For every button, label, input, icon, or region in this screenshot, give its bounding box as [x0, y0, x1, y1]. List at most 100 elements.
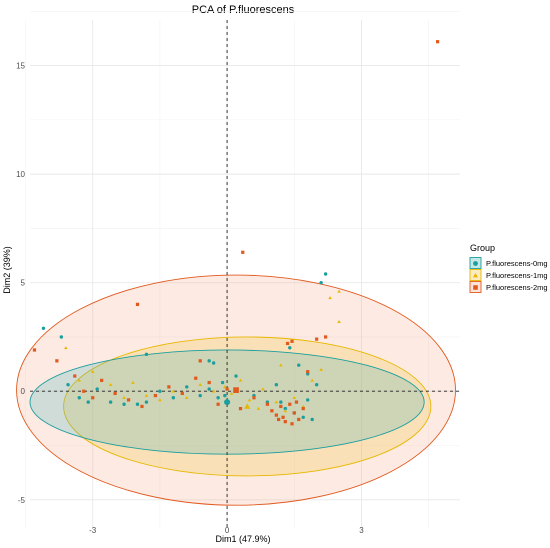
- point-2-39: [276, 417, 281, 422]
- y-tick-labels: -5 0 5 10 15: [16, 62, 25, 505]
- point-1-6: [144, 393, 149, 397]
- y-tick-4: 15: [16, 62, 25, 71]
- point-2-19: [252, 396, 256, 400]
- point-0-7: [122, 402, 126, 406]
- point-2-32: [290, 339, 294, 343]
- point-2-14: [194, 376, 198, 380]
- point-0-34: [323, 272, 328, 276]
- point-0-16: [220, 380, 225, 385]
- point-0-8: [135, 402, 140, 406]
- point-2-5: [82, 389, 86, 393]
- point-1-5: [131, 380, 135, 384]
- centroid-0: [224, 399, 231, 406]
- point-1-3: [108, 382, 113, 387]
- point-0-2: [66, 383, 70, 387]
- point-1-2: [90, 369, 95, 373]
- point-2-38: [294, 400, 299, 404]
- point-2-29: [281, 415, 285, 419]
- y-tick-2: 5: [21, 279, 26, 288]
- y-tick-1: 0: [21, 387, 26, 396]
- point-2-22: [274, 413, 278, 417]
- point-2-10: [140, 404, 144, 409]
- point-1-18: [292, 396, 297, 400]
- legend-marker-1: [472, 273, 479, 278]
- point-2-33: [324, 335, 328, 339]
- x-axis-label: Dim1 (47.9%): [215, 534, 270, 544]
- point-1-22: [328, 296, 332, 300]
- point-0-33: [319, 280, 323, 285]
- point-0-30: [314, 383, 319, 387]
- point-2-24: [283, 420, 287, 424]
- point-1-13: [238, 378, 243, 382]
- point-1-1: [77, 378, 82, 382]
- point-2-6: [91, 396, 95, 400]
- point-0-13: [198, 393, 202, 398]
- point-2-34: [315, 337, 319, 341]
- point-2-15: [207, 380, 211, 385]
- point-2-2: [135, 302, 140, 307]
- x-tick-labels: -3 0 3: [89, 526, 364, 535]
- point-0-36: [310, 417, 314, 422]
- legend-label-0: P.fluorescens-0mg: [486, 259, 548, 268]
- point-2-17: [225, 387, 229, 391]
- point-1-8: [171, 389, 176, 393]
- point-1-0: [64, 346, 68, 350]
- point-1-17: [283, 409, 288, 413]
- x-tick-2: 3: [359, 526, 364, 535]
- point-1-26: [256, 406, 261, 410]
- point-0-5: [95, 387, 99, 391]
- point-1-16: [274, 400, 279, 404]
- point-1-19: [301, 404, 306, 408]
- point-1-11: [211, 389, 216, 393]
- point-0-9: [144, 400, 149, 404]
- point-2-0: [435, 40, 440, 44]
- point-1-7: [158, 398, 162, 402]
- legend: Group P.fluorescens-0mg P.fluorescens-1mg…: [469, 243, 548, 293]
- point-2-16: [216, 402, 220, 406]
- point-2-36: [198, 359, 202, 363]
- point-1-9: [184, 396, 189, 400]
- point-2-27: [297, 417, 301, 422]
- point-0-32: [288, 346, 292, 350]
- legend-label-1: P.fluorescens-1mg: [486, 271, 548, 280]
- point-0-3: [77, 396, 81, 400]
- point-0-37: [279, 400, 283, 404]
- point-0-17: [207, 359, 211, 363]
- point-2-21: [270, 409, 274, 413]
- point-0-28: [301, 415, 305, 419]
- x-tick-0: -3: [89, 526, 97, 535]
- point-0-29: [306, 398, 310, 402]
- point-2-20: [265, 402, 270, 406]
- point-0-10: [158, 389, 162, 393]
- legend-marker-2: [473, 285, 478, 290]
- y-axis-label: Dim2 (39%): [2, 246, 12, 294]
- point-0-20: [223, 393, 227, 398]
- point-2-37: [55, 359, 59, 363]
- zero-lines: [30, 20, 460, 528]
- point-1-24: [337, 320, 341, 324]
- point-0-18: [211, 361, 216, 365]
- legend-title: Group: [470, 243, 495, 253]
- point-0-22: [234, 374, 238, 378]
- point-2-26: [292, 411, 296, 415]
- point-1-23: [337, 289, 341, 293]
- point-1-15: [261, 387, 265, 391]
- point-1-10: [198, 382, 202, 387]
- point-0-12: [185, 385, 189, 389]
- point-2-25: [288, 402, 292, 406]
- point-2-30: [290, 422, 294, 426]
- point-2-8: [113, 391, 117, 396]
- point-1-25: [279, 363, 283, 367]
- centroid-2: [233, 387, 239, 393]
- point-0-31: [297, 363, 301, 367]
- point-1-12: [229, 391, 234, 395]
- point-1-27: [223, 385, 227, 389]
- point-2-3: [32, 348, 37, 352]
- legend-marker-0: [473, 261, 478, 266]
- point-2-12: [167, 385, 171, 389]
- point-2-18: [238, 406, 243, 411]
- data-points: [32, 40, 440, 426]
- point-2-1: [241, 250, 245, 254]
- point-0-15: [216, 396, 220, 400]
